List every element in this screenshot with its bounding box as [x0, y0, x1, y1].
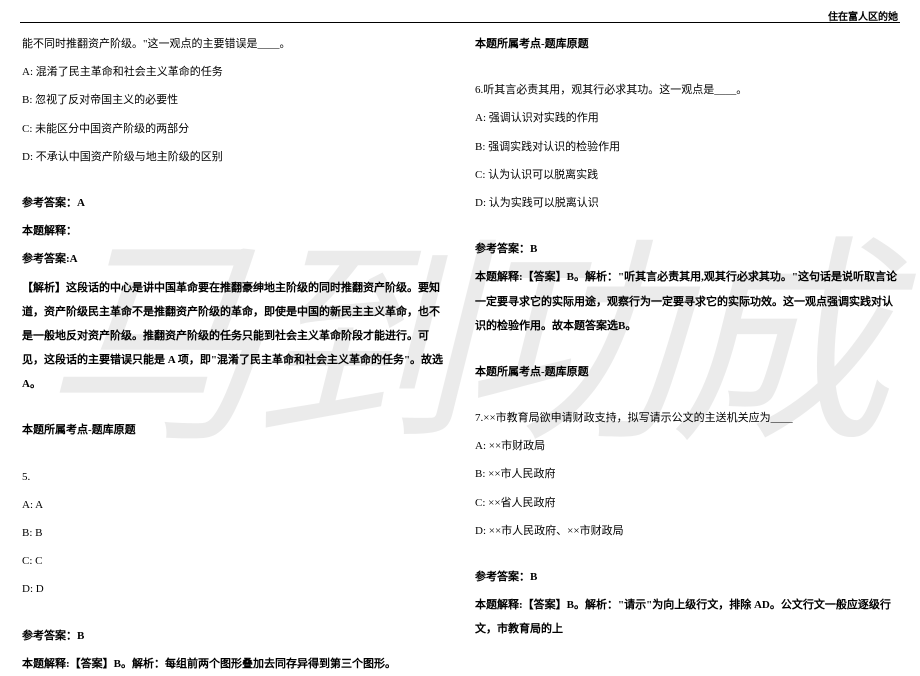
- q5-option-c: C: C: [22, 549, 445, 573]
- q6-option-b: B: 强调实践对认识的检验作用: [475, 135, 898, 159]
- q6-answer-label: 参考答案：B: [475, 237, 898, 261]
- prev-topic: 本题所属考点-题库原题: [475, 32, 898, 56]
- left-column: 能不同时推翻资产阶级。"这一观点的主要错误是____。 A: 混淆了民主革命和社…: [22, 32, 445, 641]
- q5-number: 5.: [22, 465, 445, 489]
- q4-answer-label2: 参考答案:A: [22, 247, 445, 271]
- q7-explanation: 本题解释:【答案】B。解析："请示"为向上级行文，排除 AD。公文行文一般应逐级…: [475, 593, 898, 641]
- q6-explanation: 本题解释:【答案】B。解析："听其言必责其用,观其行必求其功。"这句话是说听取言…: [475, 265, 898, 338]
- page-content: 能不同时推翻资产阶级。"这一观点的主要错误是____。 A: 混淆了民主革命和社…: [22, 32, 898, 641]
- q7-stem: 7.××市教育局欲申请财政支持，拟写请示公文的主送机关应为____: [475, 406, 898, 430]
- q4-option-c: C: 未能区分中国资产阶级的两部分: [22, 117, 445, 141]
- q6-option-c: C: 认为认识可以脱离实践: [475, 163, 898, 187]
- header-rule: [20, 22, 900, 23]
- q4-option-a: A: 混淆了民主革命和社会主义革命的任务: [22, 60, 445, 84]
- q6-topic: 本题所属考点-题库原题: [475, 360, 898, 384]
- q6-option-d: D: 认为实践可以脱离认识: [475, 191, 898, 215]
- q4-topic: 本题所属考点-题库原题: [22, 418, 445, 442]
- header-right-text: 住在富人区的她: [828, 8, 898, 23]
- q7-option-c: C: ××省人民政府: [475, 491, 898, 515]
- q7-option-b: B: ××市人民政府: [475, 462, 898, 486]
- right-column: 本题所属考点-题库原题 6.听其言必责其用，观其行必求其功。这一观点是____。…: [475, 32, 898, 641]
- q7-answer-label: 参考答案：B: [475, 565, 898, 589]
- q4-explain-label: 本题解释：: [22, 219, 445, 243]
- q5-option-d: D: D: [22, 577, 445, 601]
- q4-option-d: D: 不承认中国资产阶级与地主阶级的区别: [22, 145, 445, 169]
- q5-option-a: A: A: [22, 493, 445, 517]
- q4-option-b: B: 忽视了反对帝国主义的必要性: [22, 88, 445, 112]
- q5-answer-label: 参考答案：B: [22, 624, 445, 648]
- q5-option-b: B: B: [22, 521, 445, 545]
- q4-answer-label: 参考答案：A: [22, 191, 445, 215]
- q7-option-d: D: ××市人民政府、××市财政局: [475, 519, 898, 543]
- q7-option-a: A: ××市财政局: [475, 434, 898, 458]
- q4-stem-continued: 能不同时推翻资产阶级。"这一观点的主要错误是____。: [22, 32, 445, 56]
- q6-option-a: A: 强调认识对实践的作用: [475, 106, 898, 130]
- q4-explanation: 【解析】这段话的中心是讲中国革命要在推翻豪绅地主阶级的同时推翻资产阶级。要知道，…: [22, 276, 445, 397]
- q5-explanation: 本题解释:【答案】B。解析：每组前两个图形叠加去同存异得到第三个图形。: [22, 652, 445, 676]
- q6-stem: 6.听其言必责其用，观其行必求其功。这一观点是____。: [475, 78, 898, 102]
